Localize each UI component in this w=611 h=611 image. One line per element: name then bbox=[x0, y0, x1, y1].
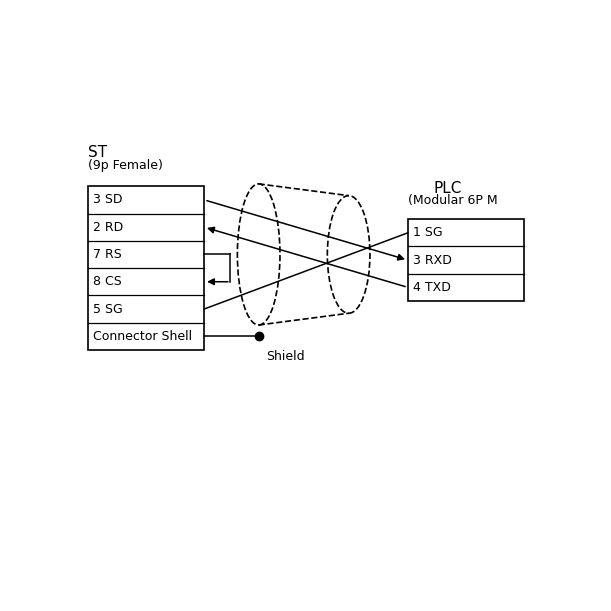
Text: 7 RS: 7 RS bbox=[93, 248, 122, 261]
Text: Connector Shell: Connector Shell bbox=[93, 330, 192, 343]
Text: Shield: Shield bbox=[266, 351, 304, 364]
Text: (Modular 6P M: (Modular 6P M bbox=[408, 194, 497, 207]
Text: PLC: PLC bbox=[434, 181, 463, 196]
Text: 2 RD: 2 RD bbox=[93, 221, 123, 233]
Text: 1 SG: 1 SG bbox=[412, 226, 442, 240]
Text: 3 SD: 3 SD bbox=[93, 193, 122, 207]
Bar bbox=[88, 186, 204, 350]
Text: ST: ST bbox=[88, 145, 108, 160]
Text: (9p Female): (9p Female) bbox=[88, 159, 163, 172]
Text: 3 RXD: 3 RXD bbox=[412, 254, 452, 266]
Text: 5 SG: 5 SG bbox=[93, 302, 123, 315]
Text: 4 TXD: 4 TXD bbox=[412, 281, 450, 294]
Bar bbox=[408, 219, 524, 301]
Text: 8 CS: 8 CS bbox=[93, 275, 122, 288]
